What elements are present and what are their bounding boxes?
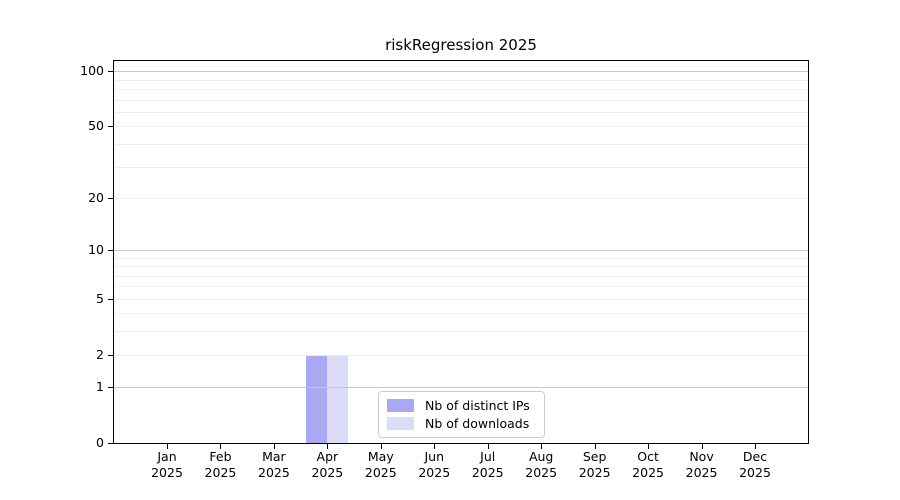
x-tick-label: Dec 2025 (723, 449, 787, 481)
x-tick-year: 2025 (632, 465, 664, 480)
x-tick-label: Sep 2025 (563, 449, 627, 481)
y-minor-gridline (114, 313, 808, 315)
y-tick (108, 298, 114, 300)
bar-distinct-ips (306, 354, 328, 443)
x-tick-year: 2025 (311, 465, 344, 480)
y-minor-gridline (114, 286, 808, 288)
y-tick (108, 443, 114, 444)
x-tick (701, 443, 703, 449)
x-tick-year: 2025 (258, 465, 290, 480)
y-minor-gridline (114, 257, 808, 259)
y-minor-gridline (114, 331, 808, 333)
legend-item-distinct-ips: Nb of distinct IPs (387, 397, 535, 414)
x-tick-year: 2025 (525, 465, 558, 480)
x-tick-month: Sep (582, 449, 607, 464)
y-tick-label: 10 (88, 241, 104, 257)
x-tick (380, 443, 382, 449)
x-tick-label: Feb 2025 (188, 449, 252, 481)
y-tick (108, 71, 114, 73)
x-tick-month: Oct (637, 449, 659, 464)
legend: Nb of distinct IPs Nb of downloads (378, 391, 545, 438)
x-tick-label: Aug 2025 (509, 449, 573, 481)
y-minor-gridline (114, 89, 808, 91)
y-minor-gridline (114, 79, 808, 81)
y-tick-label: 100 (80, 63, 104, 79)
x-tick-label: Mar 2025 (242, 449, 306, 481)
y-minor-gridline (114, 112, 808, 114)
x-tick-month: Aug (528, 449, 554, 464)
y-tick-label: 0 (96, 435, 104, 450)
x-tick-month: Mar (262, 449, 286, 464)
y-minor-gridline (114, 266, 808, 268)
x-tick-year: 2025 (685, 465, 718, 480)
x-tick-label: Jul 2025 (456, 449, 520, 481)
legend-swatch-downloads (387, 416, 414, 430)
x-tick-month: Feb (209, 449, 232, 464)
x-tick-year: 2025 (471, 465, 504, 480)
x-tick-label: Jan 2025 (135, 449, 199, 481)
x-tick (648, 443, 650, 449)
x-tick (594, 443, 596, 449)
y-major-gridline (114, 71, 808, 73)
x-tick-month: Nov (689, 449, 714, 464)
y-minor-gridline (114, 126, 808, 128)
x-tick (273, 443, 275, 449)
legend-label-distinct-ips: Nb of distinct IPs (425, 398, 530, 414)
y-tick (108, 249, 114, 251)
x-tick-month: Apr (316, 449, 339, 464)
x-tick-year: 2025 (578, 465, 611, 480)
bar-downloads (327, 354, 349, 443)
y-tick-label: 2 (96, 346, 104, 362)
x-tick-year: 2025 (364, 465, 397, 480)
y-tick-label: 5 (96, 290, 104, 306)
x-tick-label: May 2025 (349, 449, 413, 481)
y-minor-gridline (114, 99, 808, 101)
x-tick (487, 443, 489, 449)
x-tick (755, 443, 756, 449)
y-tick (108, 354, 114, 356)
y-major-gridline (114, 249, 808, 251)
y-tick (108, 387, 114, 389)
y-minor-gridline (114, 197, 808, 199)
x-tick (541, 443, 543, 449)
x-tick (167, 443, 168, 449)
y-minor-gridline (114, 275, 808, 277)
x-tick-year: 2025 (204, 465, 237, 480)
x-tick (220, 443, 222, 449)
legend-label-downloads: Nb of downloads (425, 415, 530, 431)
x-tick-label: Apr 2025 (295, 449, 359, 481)
y-tick (108, 197, 114, 199)
y-minor-gridline (114, 298, 808, 300)
y-minor-gridline (114, 144, 808, 146)
x-tick-label: Oct 2025 (616, 449, 680, 481)
legend-item-downloads: Nb of downloads (387, 415, 535, 432)
y-tick (108, 126, 114, 128)
chart-title: riskRegression 2025 (385, 36, 537, 54)
y-minor-gridline (114, 166, 808, 168)
x-tick-year: 2025 (739, 465, 771, 480)
x-tick-year: 2025 (418, 465, 451, 480)
x-tick-month: Dec (742, 449, 768, 464)
x-tick-month: Jul (480, 449, 496, 464)
x-tick-label: Nov 2025 (670, 449, 734, 481)
x-tick-month: Jun (424, 449, 445, 464)
x-tick (327, 443, 329, 449)
y-tick-label: 1 (96, 379, 104, 395)
y-tick-label: 50 (88, 118, 104, 134)
y-minor-gridline (114, 354, 808, 356)
x-tick-month: May (367, 449, 394, 464)
legend-swatch-distinct-ips (387, 399, 414, 413)
x-tick-year: 2025 (151, 465, 183, 480)
x-tick-label: Jun 2025 (402, 449, 466, 481)
x-tick (434, 443, 436, 449)
x-tick-month: Jan (157, 449, 177, 464)
y-tick-label: 20 (88, 189, 104, 205)
y-major-gridline (114, 387, 808, 389)
